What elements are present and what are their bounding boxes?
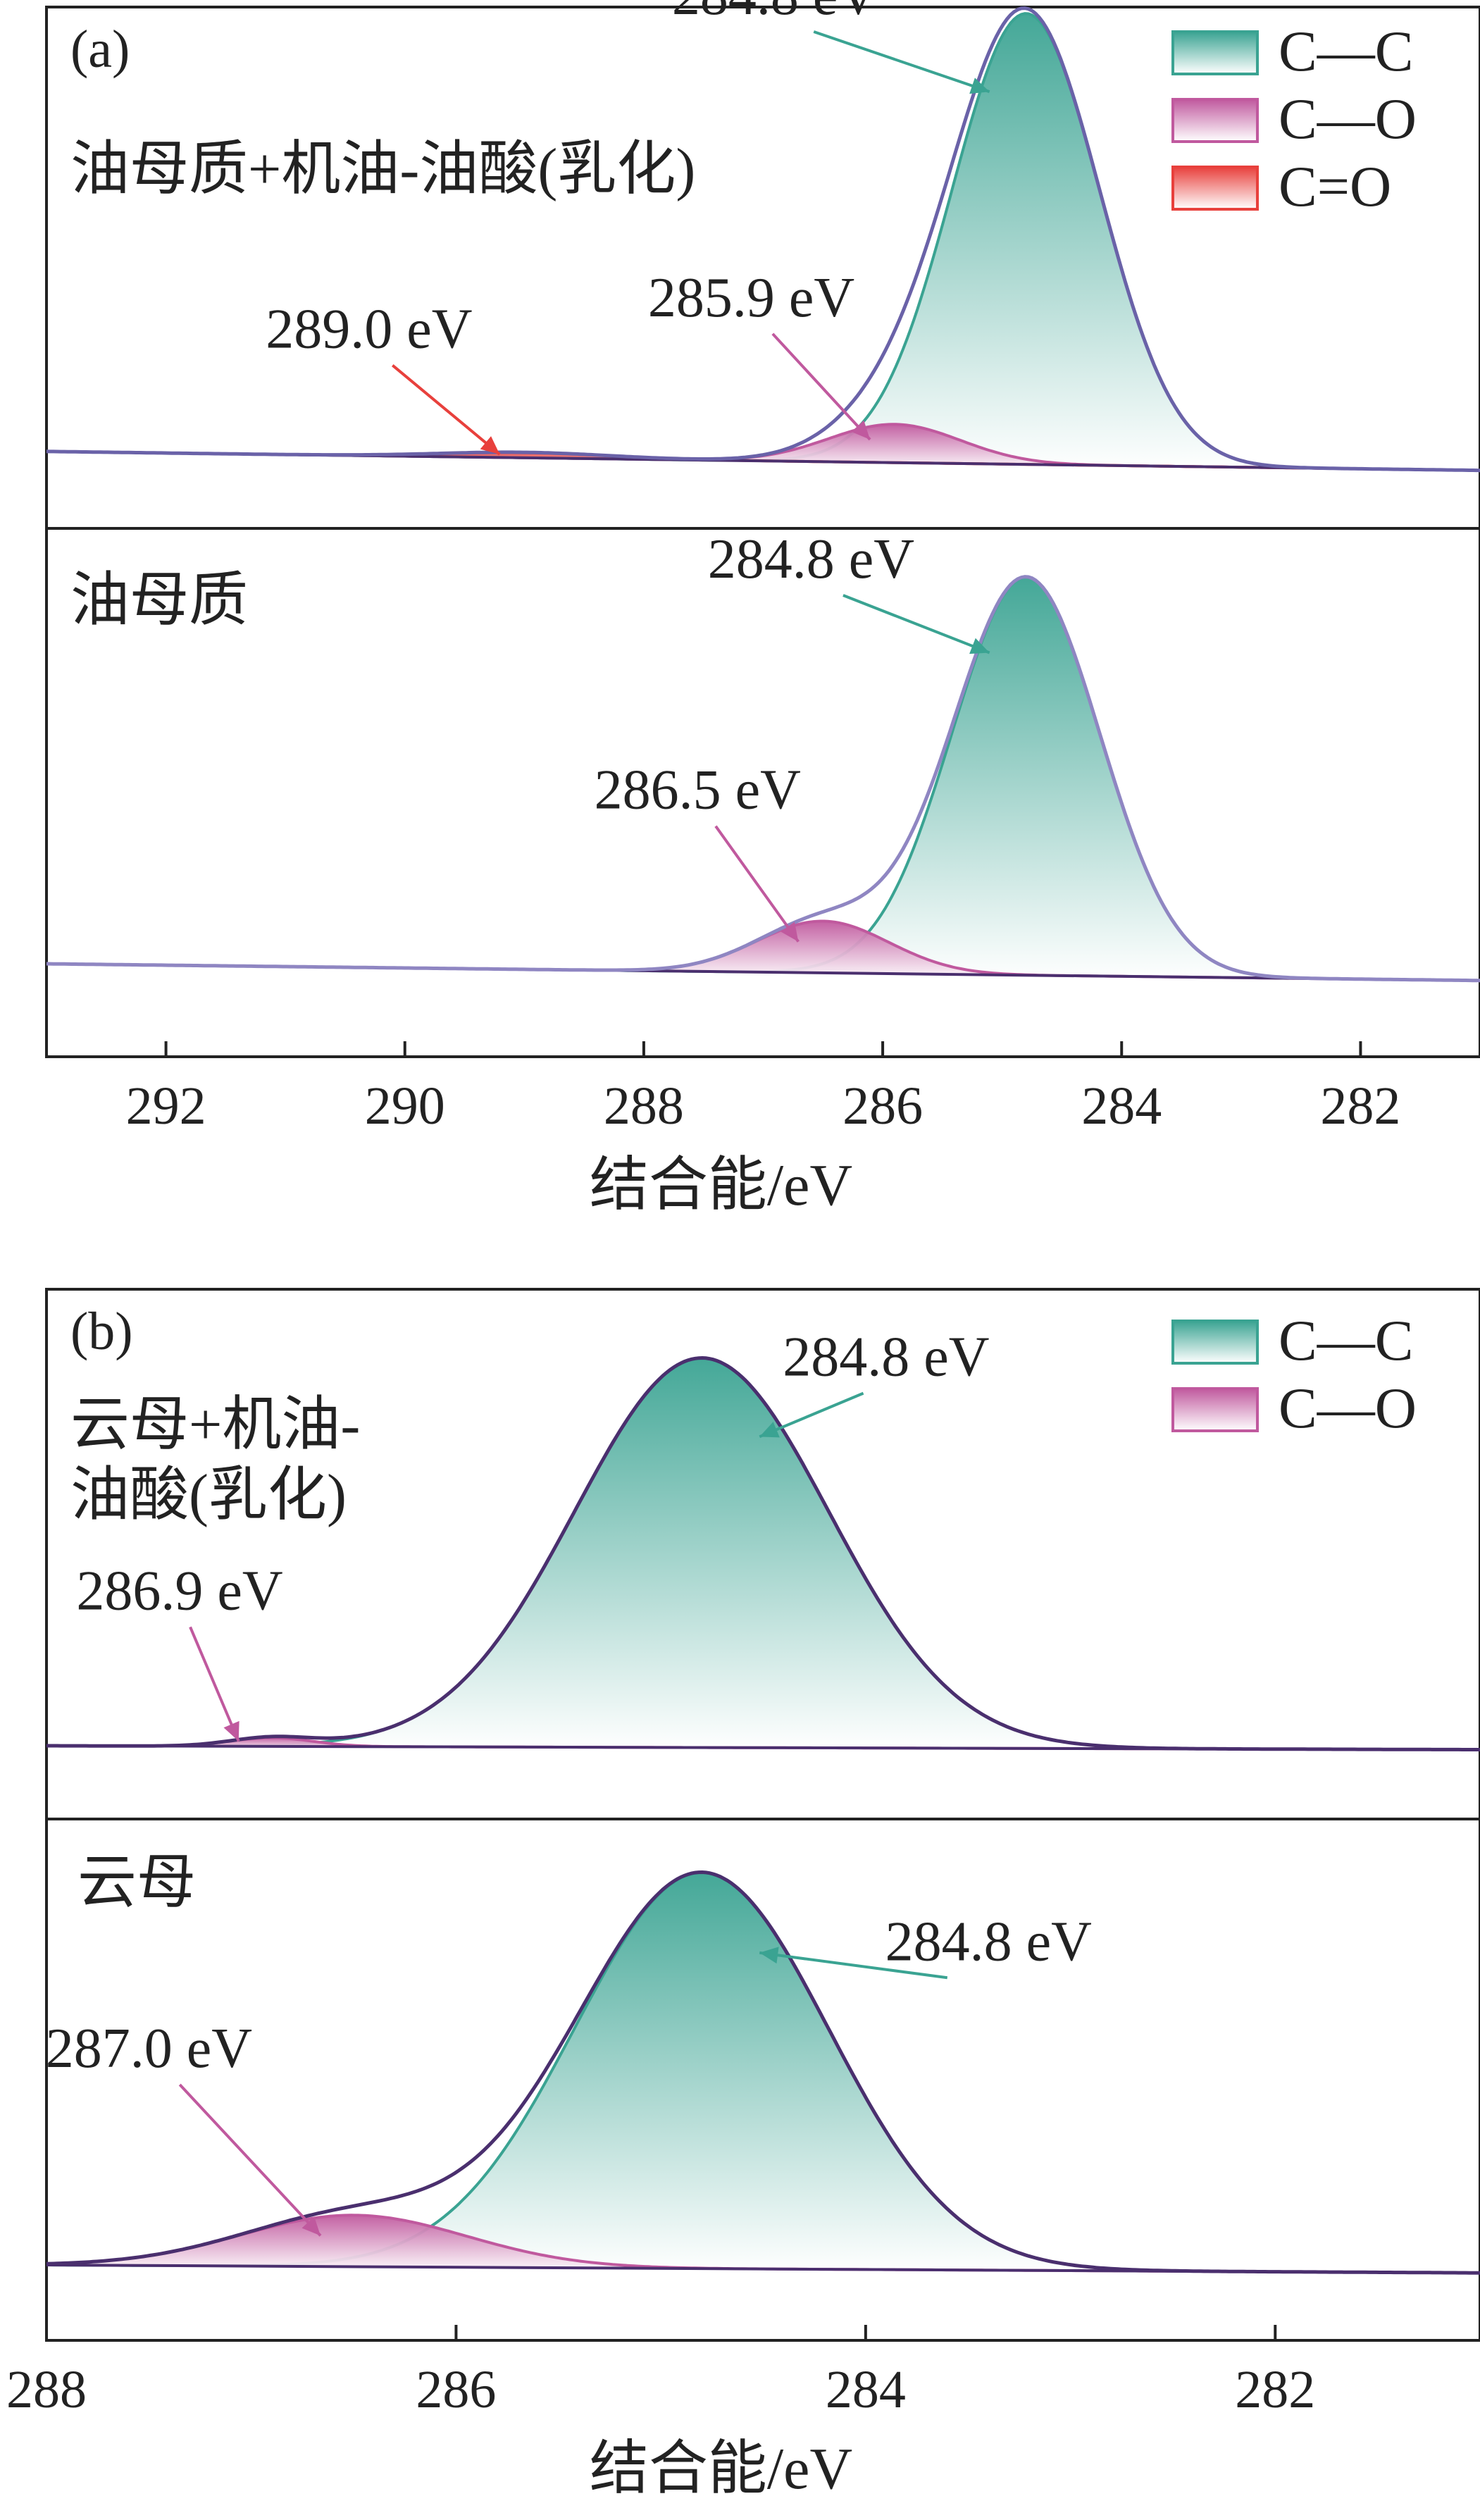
annotation-arrow-line [714, 825, 800, 943]
plot-frame [45, 1288, 1480, 2342]
subpanel-title: 油母质 [70, 568, 248, 633]
annotation-arrow-line [759, 1391, 864, 1439]
legend-label: C—O [1279, 87, 1417, 151]
x-tick-label: 284 [826, 2360, 906, 2419]
x-tick-label: 284 [1081, 1076, 1162, 1136]
annotation-arrow-line [391, 364, 501, 456]
subpanel-title: 云母 [77, 1850, 196, 1916]
legend-label: C—C [1279, 19, 1413, 83]
x-axis-label: 结合能/eV [590, 1153, 852, 1218]
x-tick-label: 282 [1235, 2360, 1315, 2419]
annotation-arrow-head [759, 1947, 779, 1964]
annotation-arrow-line [813, 30, 990, 94]
annotation-arrow-head [969, 638, 990, 654]
peak-annotation: 284.8 eV [672, 0, 878, 27]
legend-label: C—C [1279, 1308, 1413, 1372]
annotation-arrow-line [759, 1951, 948, 1980]
x-axis-label: 结合能/eV [590, 2436, 852, 2502]
panel-b: 288 286 284 282 结合能/eV (b) C—CC—O 云母+机油-油酸(乳化) 2… [6, 1288, 1480, 2502]
legend-label: C—O [1279, 1376, 1417, 1440]
annotation-arrow-head [223, 1720, 240, 1742]
peak-fill-C—C [46, 13, 1480, 471]
peak-annotation: 286.5 eV [595, 759, 801, 821]
subpanel-1: 油母质+机油-油酸(乳化) 284.8 eV 285.9 eV 289.0 eV [46, 0, 1480, 473]
annotation-arrow-head [969, 77, 990, 94]
x-tick-label: 282 [1320, 1076, 1400, 1136]
subpanel-title: 油母质+机油-油酸(乳化) [70, 137, 695, 202]
annotation-arrow-head [851, 420, 871, 440]
peak-annotation: 286.9 eV [76, 1560, 282, 1622]
plot-frame [45, 6, 1480, 1058]
annotation-arrow-line [189, 1626, 240, 1742]
annotation-arrow-head [480, 436, 500, 454]
peak-fill-C—O [46, 921, 1480, 981]
peak-annotation: 287.0 eV [46, 2018, 252, 2080]
x-tick-label: 290 [365, 1076, 445, 1136]
peak-line-C—C [46, 12, 1480, 472]
peak-annotation: 284.8 eV [885, 1911, 1092, 1973]
annotation-arrow-line [842, 594, 990, 654]
annotation-arrow-head [781, 921, 799, 942]
peak-fill-C—C [46, 1873, 1480, 2273]
subpanel-title: 云母+机油- [70, 1392, 360, 1458]
x-tick-label: 286 [416, 2360, 496, 2419]
x-tick-label: 288 [6, 2360, 87, 2419]
legend-swatch [1171, 166, 1259, 211]
peak-annotation: 285.9 eV [648, 267, 854, 329]
peak-fill-C—O [46, 2215, 1480, 2273]
subpanel-2: 油母质 284.8 eV 286.5 eV [46, 528, 1480, 983]
panel-label: (a) [70, 20, 130, 79]
annotation-arrow-line [771, 333, 871, 441]
legend-label: C=O [1279, 154, 1391, 218]
legend-swatch [1171, 98, 1259, 143]
envelope-line [46, 575, 1480, 983]
x-tick-label: 286 [842, 1076, 923, 1136]
annotation-arrow-head [301, 2216, 321, 2236]
annotation-arrow-line [178, 2083, 322, 2237]
x-tick-label: 292 [126, 1076, 206, 1136]
peak-annotation: 284.8 eV [783, 1327, 989, 1389]
peak-annotation: 289.0 eV [266, 299, 472, 361]
envelope-line [46, 1870, 1480, 2275]
peak-annotation: 284.8 eV [708, 528, 914, 590]
envelope-line [46, 1355, 1480, 1751]
annotation-arrow-head [759, 1422, 780, 1438]
legend-swatch [1171, 1320, 1259, 1365]
peak-fill-C—C [46, 1358, 1480, 1750]
panel-label: (b) [70, 1302, 133, 1361]
peak-fill-C—C [46, 577, 1480, 981]
subpanel-title: 油酸(乳化) [70, 1463, 347, 1528]
subpanel-1: 云母+机油-油酸(乳化) 284.8 eV 286.9 eV [46, 1327, 1480, 1751]
legend-swatch [1171, 1387, 1259, 1432]
x-tick-label: 288 [604, 1076, 684, 1136]
envelope-line [46, 6, 1480, 473]
legend-swatch [1171, 30, 1259, 75]
subpanel-2: 云母 284.8 eV 287.0 eV [46, 1850, 1480, 2275]
